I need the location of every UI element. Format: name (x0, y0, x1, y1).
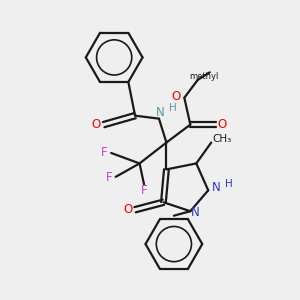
Text: O: O (123, 203, 133, 216)
Text: O: O (218, 118, 227, 131)
Text: methyl: methyl (189, 72, 218, 81)
Text: H: H (169, 103, 176, 113)
Text: H: H (225, 179, 232, 189)
Text: CH₃: CH₃ (212, 134, 231, 144)
Text: F: F (141, 184, 147, 197)
Text: O: O (92, 118, 101, 131)
Text: O: O (171, 90, 181, 103)
Text: N: N (156, 106, 165, 118)
Text: F: F (101, 146, 108, 159)
Text: F: F (106, 171, 112, 184)
Text: N: N (191, 206, 200, 219)
Text: N: N (212, 181, 221, 194)
